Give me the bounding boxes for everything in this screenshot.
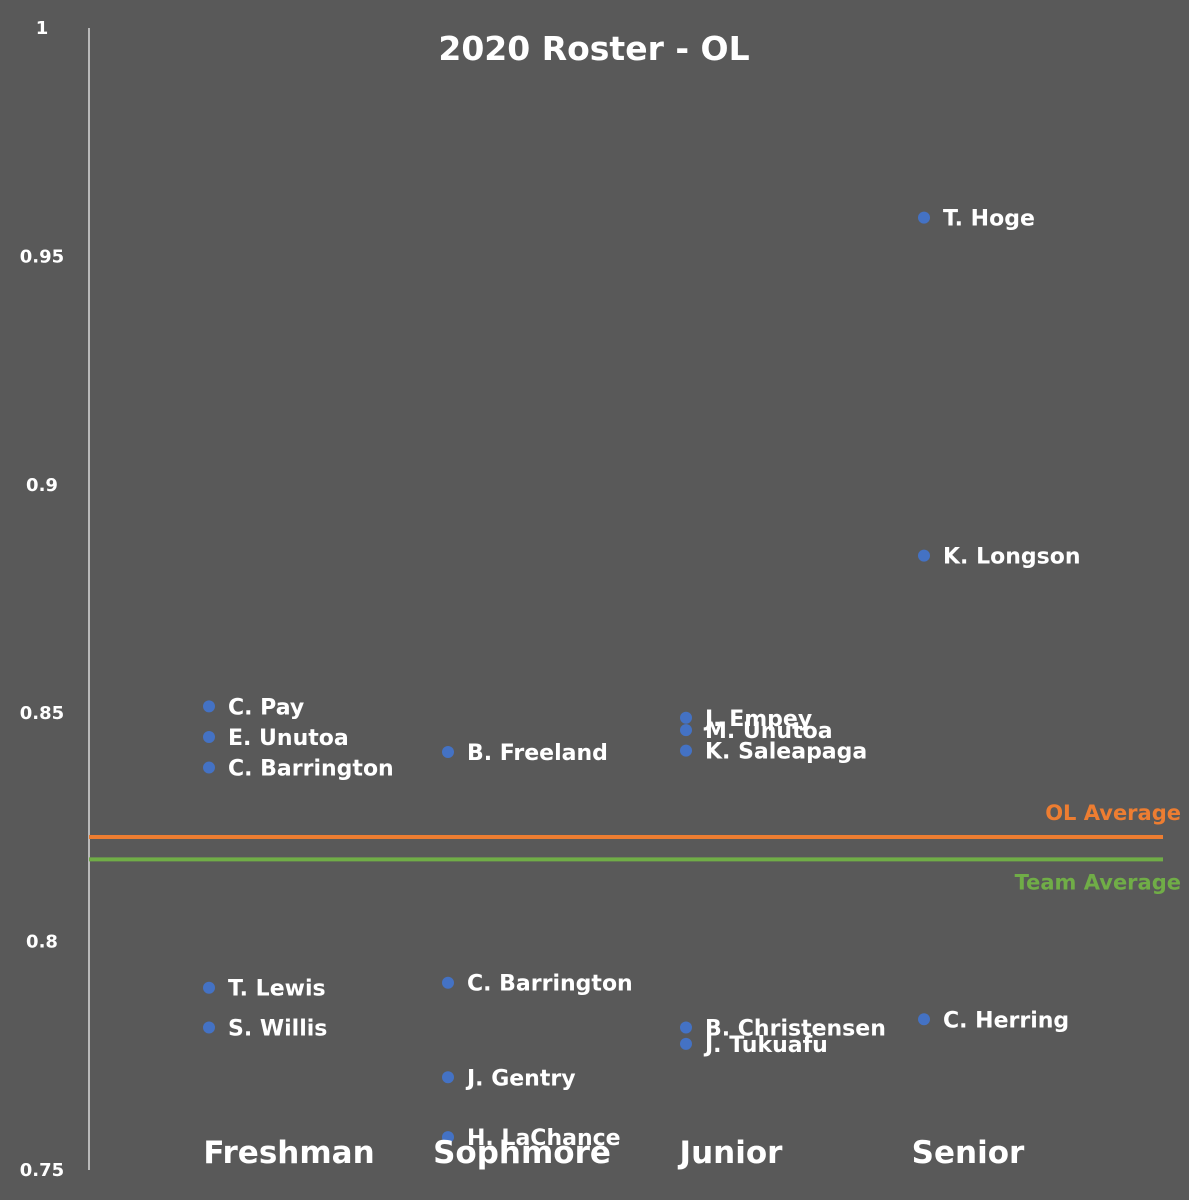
category-label: Sophmore — [433, 1135, 611, 1171]
y-tick-label: 0.95 — [20, 246, 64, 267]
data-label: K. Saleapaga — [705, 740, 867, 765]
data-label: C. Herring — [943, 1008, 1069, 1033]
data-label: J. Tukuafu — [703, 1033, 828, 1058]
data-label: E. Unutoa — [228, 726, 349, 751]
data-point — [680, 744, 692, 757]
data-point — [918, 1013, 930, 1026]
data-point — [680, 711, 692, 724]
data-label: M. Unutoa — [705, 719, 833, 744]
data-label: J. Empey — [703, 707, 812, 732]
data-point — [203, 730, 215, 743]
data-label: C. Barrington — [228, 757, 394, 782]
data-point — [442, 746, 454, 759]
y-tick-label: 1 — [36, 18, 49, 39]
reference-lines: OL Average Team Average — [89, 801, 1181, 894]
data-points: C. Pay E. Unutoa C. Barrington T. Lewis S. W… — [203, 207, 1080, 1151]
data-label: C. Pay — [228, 695, 304, 720]
data-point — [203, 1021, 215, 1034]
data-point — [203, 761, 215, 774]
data-point — [680, 1037, 692, 1050]
data-point — [442, 976, 454, 989]
data-label: B. Christensen — [705, 1016, 886, 1041]
data-label: J. Gentry — [465, 1066, 576, 1091]
data-label: C. Barrington — [467, 972, 633, 997]
y-tick-labels: 0.75 0.8 0.85 0.9 0.95 1 — [20, 18, 64, 1181]
y-tick-label: 0.9 — [26, 475, 58, 496]
data-label: B. Freeland — [467, 741, 608, 766]
data-label: T. Lewis — [228, 977, 326, 1002]
category-label: Junior — [678, 1135, 784, 1171]
data-label: S. Willis — [228, 1016, 327, 1041]
category-label: Senior — [912, 1135, 1025, 1171]
reference-line-label: Team Average — [1015, 870, 1181, 894]
data-point — [442, 1071, 454, 1084]
data-point — [918, 211, 930, 224]
reference-line-label: OL Average — [1045, 801, 1181, 825]
data-point — [918, 549, 930, 562]
data-point — [680, 724, 692, 737]
data-point — [680, 1021, 692, 1034]
data-label: T. Hoge — [943, 207, 1035, 232]
category-labels: Freshman Sophmore Junior Senior — [203, 1135, 1025, 1171]
data-label: H. LaChance — [467, 1126, 621, 1151]
data-point — [442, 1131, 454, 1144]
y-tick-label: 0.75 — [20, 1160, 64, 1181]
category-label: Freshman — [203, 1135, 374, 1171]
y-tick-label: 0.85 — [20, 703, 64, 724]
y-tick-label: 0.8 — [26, 932, 58, 953]
data-point — [203, 981, 215, 994]
chart-title: 2020 Roster - OL — [438, 29, 749, 68]
data-label: K. Longson — [943, 545, 1080, 570]
data-point — [203, 700, 215, 713]
